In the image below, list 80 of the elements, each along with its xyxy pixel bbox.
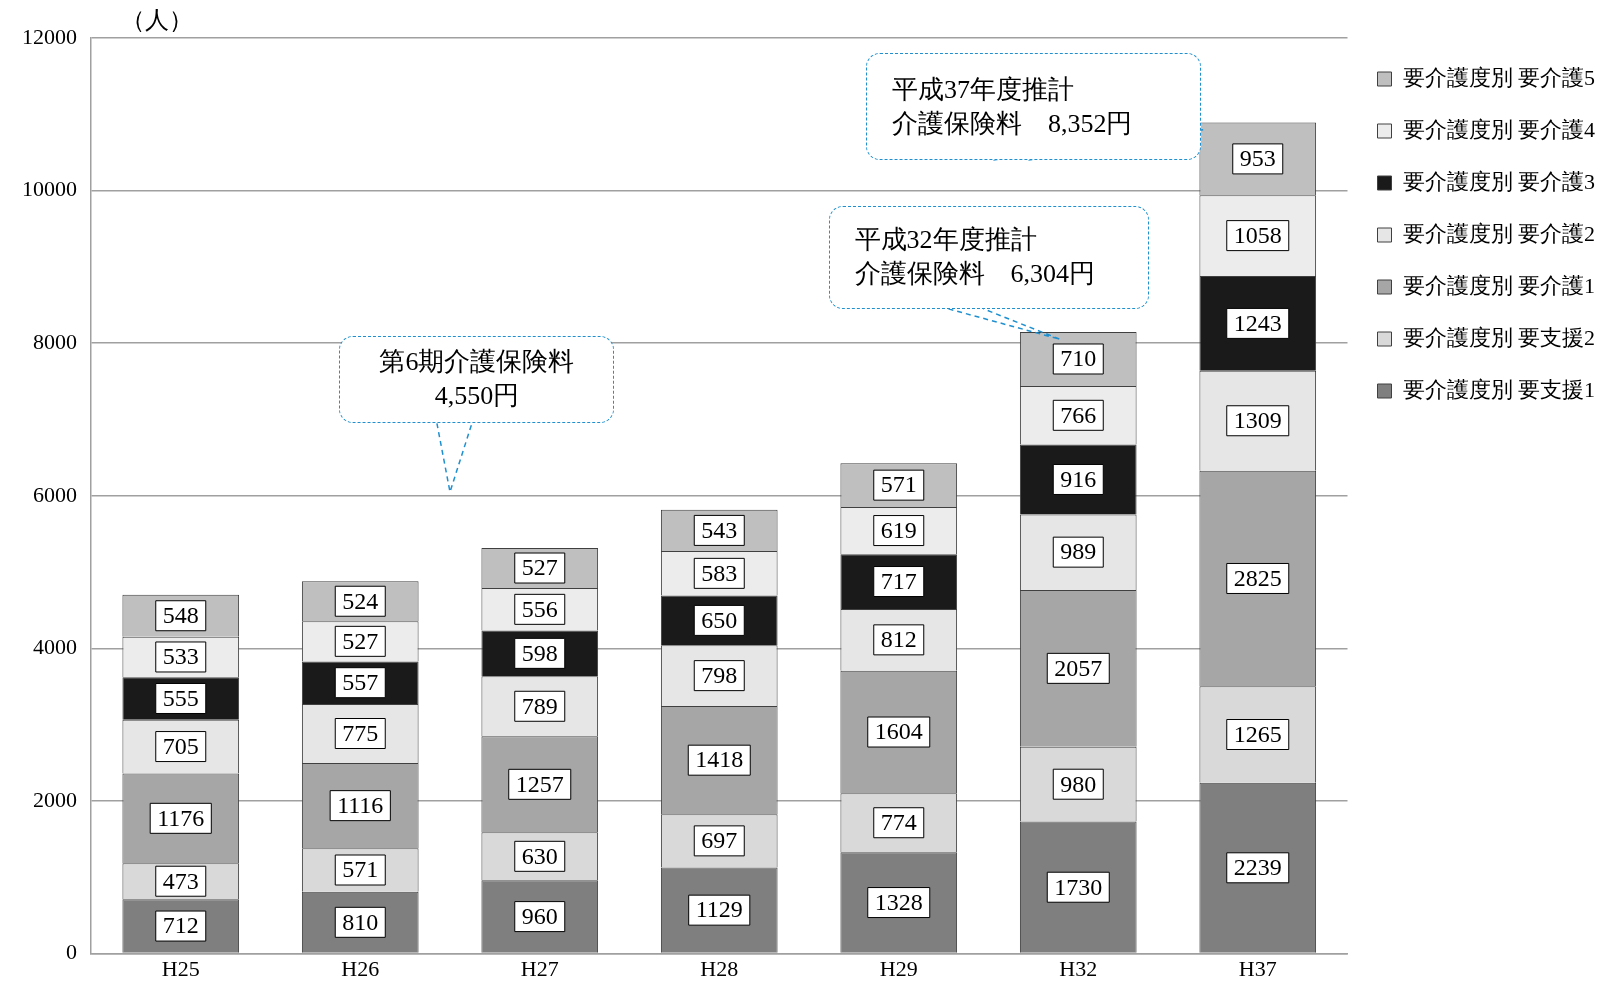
y-tick-label: 8000 [33,328,77,354]
legend-label: 要介護度別 要支援1 [1402,376,1595,402]
data-label: 1116 [337,791,384,818]
y-axis-title: （人） [121,7,193,34]
legend-label: 要介護度別 要介護5 [1402,64,1595,90]
data-label: 630 [521,842,558,869]
data-label: 619 [880,516,917,543]
annotation: 4,550円 [434,380,520,413]
data-label: 524 [342,587,379,614]
x-tick-label: H32 [1059,955,1098,981]
data-label: 1058 [1233,221,1282,248]
x-tick-label: H25 [161,955,200,981]
x-tick-label: H29 [879,955,918,981]
data-label: 775 [342,719,379,746]
data-label: 543 [701,516,738,543]
data-label: 697 [701,827,738,854]
data-label: 2239 [1233,854,1282,881]
y-tick-label: 0 [66,939,77,965]
data-label: 1730 [1054,873,1103,900]
data-label: 1328 [874,888,923,915]
data-label: 571 [342,856,379,883]
data-label: 557 [342,668,379,695]
data-label: 650 [701,606,738,633]
data-label: 548 [162,602,199,629]
data-label: 712 [162,912,199,939]
data-label: 1265 [1233,720,1282,747]
callout-box: 第6期介護保険料 4,550円 [339,335,615,424]
data-label: 2057 [1054,654,1103,681]
y-tick-label: 12000 [22,23,77,49]
y-tick-label: 6000 [33,481,77,507]
data-label: 810 [342,908,379,935]
data-label: 916 [1060,465,1097,492]
data-label: 1257 [515,770,564,797]
annotation: 介護保険料 6,304円 [854,258,1095,291]
x-tick-label: H27 [520,955,559,981]
data-label: 556 [521,595,558,622]
annotation: 第6期介護保険料 [379,346,575,379]
data-label: 774 [880,809,917,836]
data-label: 583 [701,559,738,586]
data-label: 710 [1060,345,1097,372]
x-tick-label: H26 [341,955,380,981]
data-label: 1309 [1233,407,1282,434]
data-label: 798 [701,661,738,688]
data-label: 789 [521,692,558,719]
x-tick-label: H28 [700,955,739,981]
data-label: 1604 [874,718,923,745]
data-label: 527 [521,554,558,581]
data-label: 953 [1239,145,1276,172]
annotation: 平成32年度推計 [854,224,1037,257]
data-label: 980 [1060,770,1097,797]
data-label: 598 [521,639,558,666]
data-label: 555 [162,684,199,711]
y-tick-label: 4000 [33,634,77,660]
data-label: 533 [162,643,199,670]
legend-label: 要介護度別 要支援2 [1402,324,1595,350]
legend-label: 要介護度別 要介護3 [1402,168,1595,194]
data-label: 1176 [157,804,205,831]
callout-box: 平成32年度推計 介護保険料 6,304円 [828,205,1149,309]
data-label: 1243 [1233,309,1282,336]
legend-label: 要介護度別 要介護1 [1402,272,1595,298]
annotation: 介護保険料 8,352円 [891,107,1133,140]
x-tick-label: H37 [1238,955,1277,981]
y-tick-label: 2000 [33,786,77,812]
data-label: 571 [880,471,917,498]
data-label: 960 [521,902,558,929]
callout-box: 平成37年度推計 介護保険料 8,352円 [865,53,1201,161]
legend-label: 要介護度別 要介護4 [1402,116,1595,142]
data-label: 989 [1060,538,1097,565]
data-label: 473 [162,867,199,894]
legend-label: 要介護度別 要介護2 [1402,220,1595,246]
data-label: 1129 [695,896,743,923]
annotation: 平成37年度推計 [891,73,1074,106]
data-label: 812 [880,626,917,653]
data-label: 766 [1060,401,1097,428]
data-label: 705 [162,732,199,759]
y-tick-label: 10000 [22,176,77,202]
data-label: 527 [342,627,379,654]
data-label: 2825 [1233,564,1282,591]
data-label: 717 [880,567,917,594]
data-label: 1418 [695,746,744,773]
